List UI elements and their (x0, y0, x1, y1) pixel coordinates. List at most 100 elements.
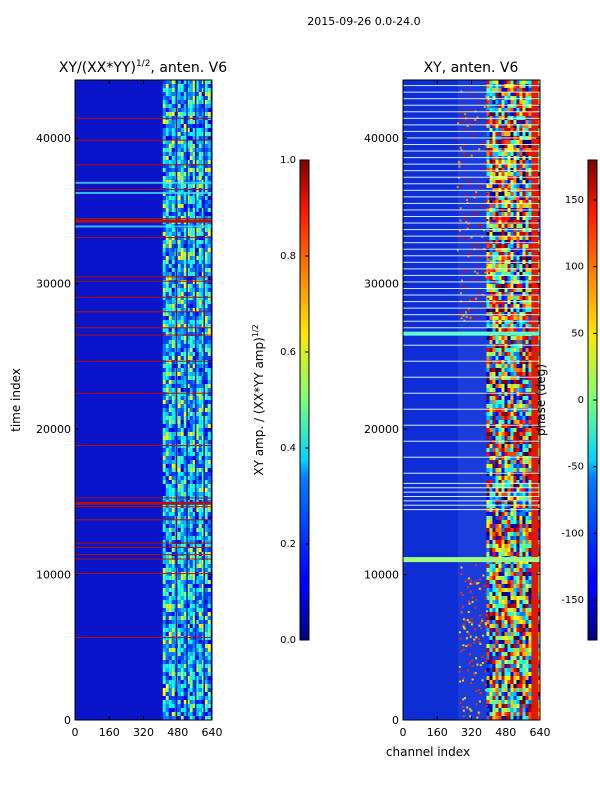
heatmap-cell (516, 172, 520, 176)
heatmap-cell (168, 412, 172, 416)
heatmap-cell (507, 168, 511, 172)
heatmap-cell (171, 152, 175, 156)
heatmap-cell (201, 152, 205, 156)
heatmap-cell (486, 420, 490, 424)
heatmap-cell (486, 308, 490, 312)
heatmap-cell (519, 200, 523, 204)
heatmap-cell (183, 680, 187, 684)
heatmap-cell (501, 532, 505, 536)
heatmap-cell (201, 644, 205, 648)
heatmap-cell (492, 464, 496, 468)
heatmap-cell (537, 192, 540, 196)
heatmap-cell (501, 536, 505, 540)
heatmap-cell (180, 148, 184, 152)
heatmap-cell (198, 160, 202, 164)
heatmap-cell (171, 412, 175, 416)
heatmap-cell (498, 296, 502, 300)
heatmap-cell (201, 232, 205, 236)
heatmap-cell (498, 336, 502, 340)
heatmap-cell (186, 616, 190, 620)
heatmap-cell (522, 344, 526, 348)
heatmap-cell (204, 184, 208, 188)
heatmap-cell (207, 684, 211, 688)
heatmap-cell (489, 112, 493, 116)
heatmap-cell (177, 284, 181, 288)
heatmap-cell (207, 256, 211, 260)
heatmap-cell (162, 168, 166, 172)
heatmap-cell (525, 96, 529, 100)
heatmap-cell (510, 296, 514, 300)
heatmap-cell (537, 292, 540, 296)
heatmap-cell (537, 488, 540, 492)
heatmap-cell (507, 112, 511, 116)
heatmap-cell (495, 160, 499, 164)
heatmap-cell (162, 240, 166, 244)
heatmap-cell (495, 292, 499, 296)
heatmap-cell (513, 432, 517, 436)
heatmap-cell (522, 172, 526, 176)
heatmap-cell (186, 608, 190, 612)
heatmap-cell (501, 184, 505, 188)
heatmap-cell (204, 276, 208, 280)
heatmap-cell (186, 416, 190, 420)
heatmap-cell (504, 220, 508, 224)
heatmap-cell (489, 440, 493, 444)
heatmap-cell (186, 108, 190, 112)
heatmap-cell (519, 380, 523, 384)
heatmap-cell (168, 652, 172, 656)
heatmap-cell (198, 420, 202, 424)
heatmap-cell (207, 104, 211, 108)
heatmap-cell (492, 404, 496, 408)
heatmap-cell (489, 324, 493, 328)
heatmap-cell (162, 364, 166, 368)
heatmap-cell (198, 148, 202, 152)
heatmap-cell (162, 372, 166, 376)
heatmap-cell (195, 540, 199, 544)
heatmap-cell (489, 340, 493, 344)
heatmap-cell (510, 168, 514, 172)
heatmap-cell (204, 148, 208, 152)
heatmap-cell (207, 628, 211, 632)
heatmap-cell (528, 432, 532, 436)
heatmap-cell (171, 404, 175, 408)
heatmap-cell (165, 464, 169, 468)
heatmap-cell (201, 160, 205, 164)
heatmap-cell (189, 216, 193, 220)
heatmap-cell (183, 264, 187, 268)
heatmap-cell (168, 540, 172, 544)
heatmap-cell (162, 424, 166, 428)
heatmap-cell (168, 716, 172, 720)
heatmap-cell (507, 240, 511, 244)
heatmap-cell (162, 300, 166, 304)
heatmap-cell (177, 640, 181, 644)
heatmap-cell (528, 468, 532, 472)
heatmap-cell (207, 336, 211, 340)
heatmap-cell (489, 268, 493, 272)
heatmap-cell (492, 436, 496, 440)
heatmap-cell (192, 360, 196, 364)
heatmap-cell (201, 536, 205, 540)
heatmap-cell (489, 320, 493, 324)
heatmap-cell (177, 504, 181, 508)
heatmap-cell (171, 664, 175, 668)
heatmap-cell (528, 176, 532, 180)
heatmap-cell (180, 284, 184, 288)
heatmap-cell (486, 372, 490, 376)
heatmap-cell (486, 552, 490, 556)
heatmap-cell (207, 272, 211, 276)
heatmap-cell (495, 444, 499, 448)
heatmap-cell (513, 476, 517, 480)
heatmap-cell (201, 584, 205, 588)
heatmap-cell (495, 112, 499, 116)
heatmap-cell (522, 320, 526, 324)
heatmap-cell (162, 176, 166, 180)
heatmap-cell (171, 448, 175, 452)
heatmap-cell (180, 260, 184, 264)
heatmap-cell (162, 404, 166, 408)
heatmap-cell (207, 392, 211, 396)
heatmap-cell (177, 288, 181, 292)
heatmap-cell (189, 364, 193, 368)
heatmap-cell (168, 584, 172, 588)
heatmap-cell (165, 412, 169, 416)
heatmap-cell (486, 344, 490, 348)
